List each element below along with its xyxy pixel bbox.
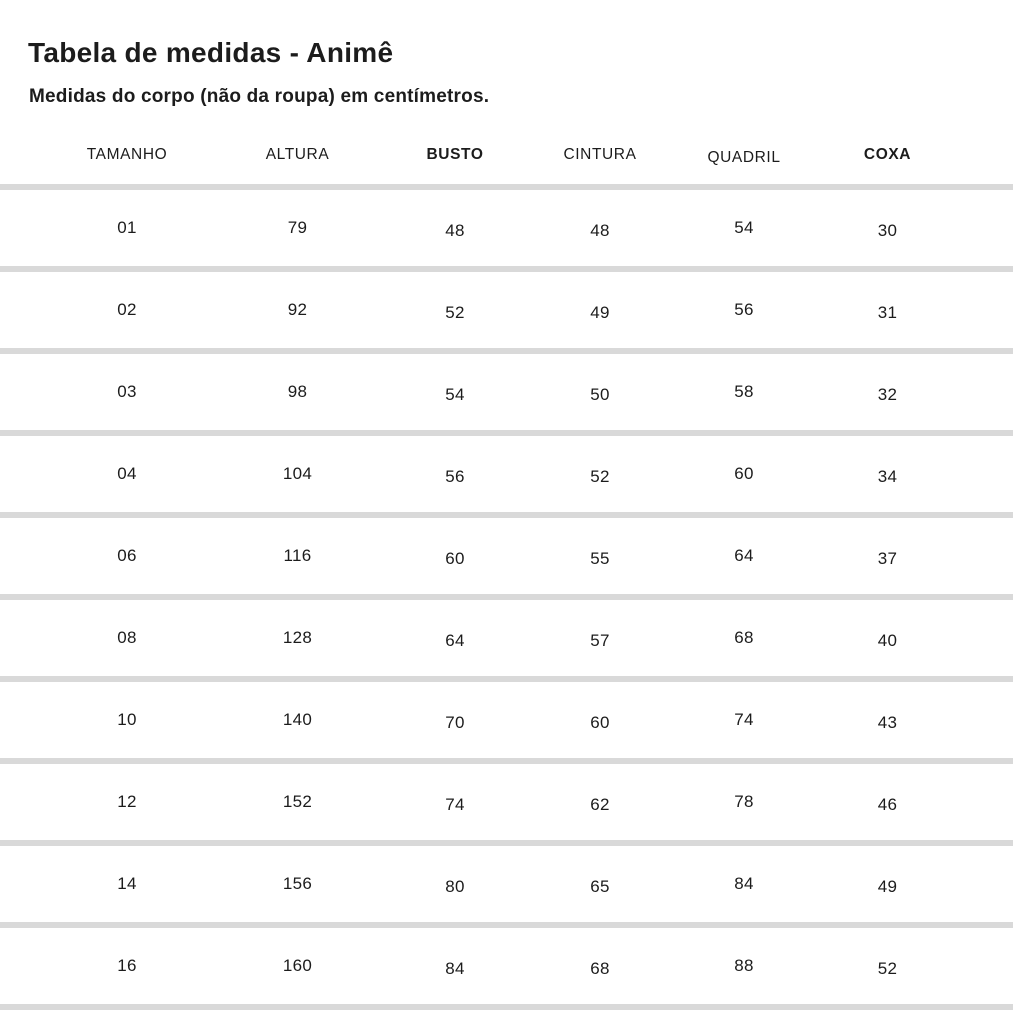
cell-altura: 92	[287, 300, 308, 319]
cell-cintura: 52	[590, 467, 610, 486]
cell-busto: 64	[445, 631, 465, 650]
cell-coxa: 31	[877, 303, 898, 322]
cell-tamanho: 01	[117, 218, 137, 237]
cell-altura: 156	[282, 874, 313, 893]
page-title: Tabela de medidas - Animê	[28, 37, 394, 68]
cell-quadril: 74	[734, 710, 754, 729]
cell-cintura: 62	[590, 795, 610, 814]
cell-busto: 52	[445, 303, 465, 322]
cell-cintura: 49	[590, 303, 610, 322]
cell-tamanho: 08	[117, 628, 137, 647]
cell-quadril: 64	[734, 546, 754, 565]
table-row: 03 98 54 50 58 32	[0, 354, 1013, 430]
cell-tamanho: 16	[117, 956, 137, 975]
cell-busto: 74	[445, 795, 465, 814]
cell-coxa: 49	[877, 877, 898, 896]
cell-coxa: 43	[877, 713, 898, 732]
cell-altura: 160	[282, 956, 313, 975]
cell-cintura: 57	[590, 631, 610, 650]
cell-busto: 60	[445, 549, 465, 568]
cell-coxa: 52	[877, 959, 898, 978]
table-row: 08 128 64 57 68 40	[0, 600, 1013, 676]
cell-altura: 98	[287, 382, 308, 401]
cell-tamanho: 03	[117, 382, 137, 401]
cell-coxa: 32	[877, 385, 898, 404]
cell-cintura: 65	[590, 877, 610, 896]
table-row: 10 140 70 60 74 43	[0, 682, 1013, 758]
cell-altura: 79	[287, 218, 308, 237]
row-divider	[0, 922, 1013, 928]
cell-tamanho: 12	[117, 792, 137, 811]
table-body: 01 79 48 48 54 30 02 92 52 49 56 31 03 98 54 50 58 32 04 10…	[0, 184, 1013, 1010]
cell-tamanho: 10	[117, 710, 137, 729]
cell-coxa: 46	[877, 795, 898, 814]
row-divider	[0, 840, 1013, 846]
cell-quadril: 88	[734, 956, 754, 975]
cell-quadril: 84	[734, 874, 754, 893]
cell-coxa: 30	[877, 221, 898, 240]
column-header-busto: BUSTO	[426, 146, 484, 163]
cell-quadril: 58	[734, 382, 754, 401]
cell-busto: 84	[445, 959, 465, 978]
table-row: 12 152 74 62 78 46	[0, 764, 1013, 840]
column-header-cintura: CINTURA	[563, 146, 637, 163]
table-header-row: TAMANHO ALTURA BUSTO CINTURA QUADRIL COXA	[0, 108, 1013, 184]
row-divider	[0, 512, 1013, 518]
cell-tamanho: 06	[117, 546, 137, 565]
column-header-tamanho: TAMANHO	[86, 146, 168, 163]
cell-tamanho: 14	[117, 874, 137, 893]
cell-busto: 54	[445, 385, 465, 404]
row-divider	[0, 758, 1013, 764]
cell-quadril: 78	[734, 792, 754, 811]
cell-coxa: 40	[877, 631, 898, 650]
page-subtitle: Medidas do corpo (não da roupa) em centí…	[29, 86, 490, 107]
row-divider	[0, 430, 1013, 436]
cell-altura: 140	[282, 710, 313, 729]
cell-quadril: 56	[734, 300, 754, 319]
cell-tamanho: 04	[117, 464, 137, 483]
cell-cintura: 48	[590, 221, 610, 240]
row-divider	[0, 184, 1013, 190]
cell-cintura: 50	[590, 385, 610, 404]
cell-quadril: 68	[734, 628, 754, 647]
cell-quadril: 54	[734, 218, 754, 237]
cell-altura: 152	[282, 792, 313, 811]
table-row: 01 79 48 48 54 30	[0, 190, 1013, 266]
cell-cintura: 68	[590, 959, 610, 978]
row-divider	[0, 594, 1013, 600]
cell-cintura: 60	[590, 713, 610, 732]
column-header-coxa: COXA	[863, 146, 912, 163]
cell-busto: 70	[445, 713, 465, 732]
cell-coxa: 34	[877, 467, 898, 486]
row-divider	[0, 348, 1013, 354]
table-row: 02 92 52 49 56 31	[0, 272, 1013, 348]
cell-quadril: 60	[734, 464, 754, 483]
cell-busto: 48	[445, 221, 465, 240]
cell-altura: 104	[282, 464, 313, 483]
table-row: 04 104 56 52 60 34	[0, 436, 1013, 512]
cell-cintura: 55	[590, 549, 610, 568]
table-row: 06 116 60 55 64 37	[0, 518, 1013, 594]
row-divider	[0, 266, 1013, 272]
measurements-table: TAMANHO ALTURA BUSTO CINTURA QUADRIL COXA 01 7…	[0, 108, 1013, 1010]
column-header-altura: ALTURA	[265, 146, 330, 163]
cell-coxa: 37	[877, 549, 898, 568]
row-divider	[0, 1004, 1013, 1010]
row-divider	[0, 676, 1013, 682]
cell-busto: 56	[445, 467, 465, 486]
cell-altura: 116	[283, 546, 312, 565]
column-header-quadril: QUADRIL	[707, 149, 781, 166]
table-row: 16 160 84 68 88 52	[0, 928, 1013, 1004]
cell-tamanho: 02	[117, 300, 137, 319]
table-row: 14 156 80 65 84 49	[0, 846, 1013, 922]
cell-altura: 128	[282, 628, 313, 647]
cell-busto: 80	[445, 877, 465, 896]
